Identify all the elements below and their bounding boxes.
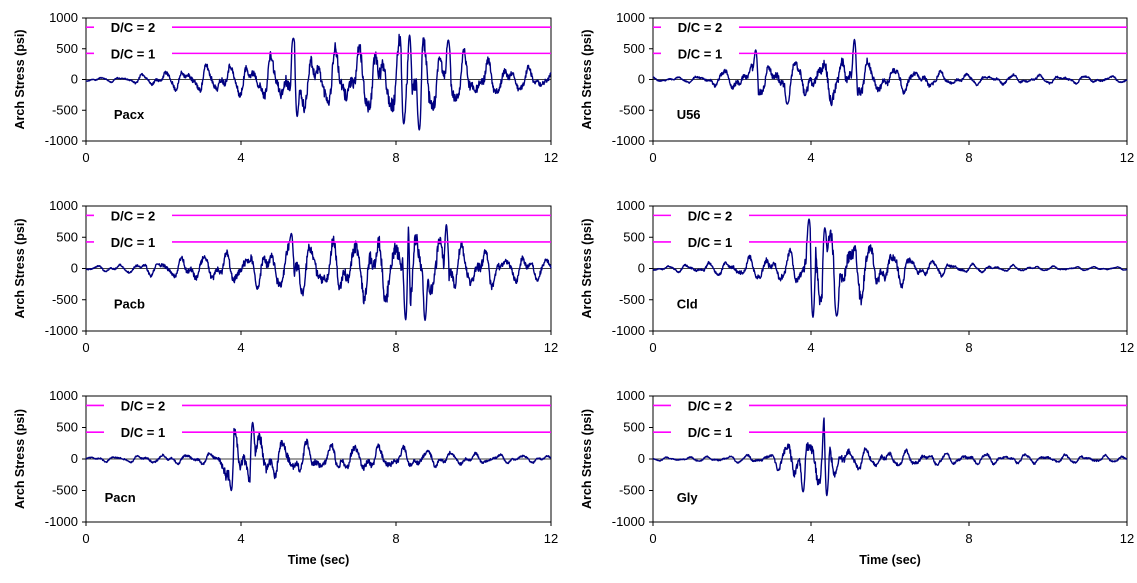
y-tick-label: 0 (71, 261, 78, 276)
dc-label: D/C = 2 (688, 398, 732, 413)
y-tick-label: 1000 (49, 198, 78, 213)
y-tick-label: -1000 (612, 133, 645, 148)
y-axis-label: Arch Stress (psi) (580, 409, 594, 509)
y-tick-label: -500 (52, 483, 78, 498)
panel-label: Cld (677, 297, 698, 312)
series-line (85, 421, 552, 492)
y-tick-label: 1000 (49, 388, 78, 403)
dc-label: D/C = 2 (688, 208, 732, 223)
chart-panel-u56: -1000 -500 0 500 1000 0 4 8 12 Arch Stress (psi) D… (580, 10, 1134, 165)
y-tick-label: 500 (56, 41, 78, 56)
chart-panel-pacx: -1000 -500 0 500 1000 0 4 8 12 Arch Stress (psi) D… (13, 10, 558, 165)
x-tick-label: 4 (807, 340, 814, 355)
y-tick-label: 500 (623, 420, 645, 435)
y-tick-label: 500 (623, 229, 645, 244)
x-tick-label: 0 (649, 531, 656, 546)
y-tick-label: -500 (619, 483, 645, 498)
panel-label: Pacb (114, 297, 145, 312)
y-tick-label: -1000 (45, 514, 78, 529)
dc-label: D/C = 1 (688, 425, 732, 440)
x-tick-label: 12 (1120, 150, 1134, 165)
panel-label: Pacx (114, 107, 145, 122)
chart-panel-pacn: -1000 -500 0 500 1000 0 4 8 12 Arch Stress (psi) T… (13, 388, 558, 567)
dc-label: D/C = 1 (678, 46, 722, 61)
chart-panel-gly: -1000 -500 0 500 1000 0 4 8 12 Arch Stress (psi) T… (580, 388, 1134, 567)
series-line (652, 218, 1128, 318)
y-tick-label: 0 (638, 261, 645, 276)
x-axis-label: Time (sec) (859, 553, 921, 567)
dc-label: D/C = 1 (111, 235, 155, 250)
panel-label: Pacn (105, 490, 136, 505)
x-tick-label: 0 (649, 340, 656, 355)
y-tick-label: 0 (638, 451, 645, 466)
x-tick-label: 8 (965, 150, 972, 165)
panel-label: Gly (677, 490, 699, 505)
y-tick-label: -500 (52, 102, 78, 117)
x-tick-label: 8 (965, 340, 972, 355)
x-tick-label: 12 (1120, 531, 1134, 546)
y-tick-label: -1000 (612, 514, 645, 529)
x-tick-label: 8 (965, 531, 972, 546)
y-tick-label: 0 (638, 72, 645, 87)
series-line (652, 38, 1128, 107)
dc-label: D/C = 2 (111, 20, 155, 35)
chart-panel-pacb: -1000 -500 0 500 1000 0 4 8 12 Arch Stress (psi) D… (13, 198, 558, 355)
dc-label: D/C = 2 (678, 20, 722, 35)
dc-label: D/C = 1 (111, 46, 155, 61)
x-tick-label: 12 (1120, 340, 1134, 355)
x-axis-label: Time (sec) (288, 553, 350, 567)
x-tick-label: 8 (392, 340, 399, 355)
y-axis-label: Arch Stress (psi) (13, 218, 27, 318)
y-tick-label: 500 (56, 420, 78, 435)
y-tick-label: 500 (623, 41, 645, 56)
y-tick-label: -500 (619, 292, 645, 307)
x-tick-label: 8 (392, 150, 399, 165)
y-axis-label: Arch Stress (psi) (580, 218, 594, 318)
y-tick-label: 1000 (49, 10, 78, 25)
y-tick-label: 0 (71, 451, 78, 466)
panel-label: U56 (677, 107, 701, 122)
y-tick-label: 1000 (616, 198, 645, 213)
y-tick-label: -1000 (45, 323, 78, 338)
y-tick-label: 500 (56, 229, 78, 244)
x-tick-label: 12 (544, 340, 558, 355)
x-tick-label: 4 (237, 531, 244, 546)
dc-label: D/C = 2 (121, 398, 165, 413)
y-tick-label: -1000 (612, 323, 645, 338)
y-tick-label: 1000 (616, 10, 645, 25)
y-tick-label: -500 (619, 102, 645, 117)
dc-label: D/C = 1 (688, 235, 732, 250)
dc-label: D/C = 1 (121, 425, 165, 440)
x-tick-label: 4 (237, 340, 244, 355)
y-tick-label: 1000 (616, 388, 645, 403)
y-tick-label: 0 (71, 72, 78, 87)
x-tick-label: 4 (807, 531, 814, 546)
dc-label: D/C = 2 (111, 208, 155, 223)
series-line (652, 417, 1128, 497)
y-tick-label: -500 (52, 292, 78, 307)
y-axis-label: Arch Stress (psi) (580, 29, 594, 129)
x-tick-label: 8 (392, 531, 399, 546)
x-tick-label: 0 (82, 340, 89, 355)
x-tick-label: 0 (82, 150, 89, 165)
x-tick-label: 0 (649, 150, 656, 165)
x-tick-label: 12 (544, 150, 558, 165)
series-line (85, 33, 552, 131)
y-axis-label: Arch Stress (psi) (13, 29, 27, 129)
x-tick-label: 4 (807, 150, 814, 165)
x-tick-label: 12 (544, 531, 558, 546)
chart-panel-cld: -1000 -500 0 500 1000 0 4 8 12 Arch Stress (psi) D… (580, 198, 1134, 355)
x-tick-label: 0 (82, 531, 89, 546)
series-line (85, 224, 552, 322)
y-tick-label: -1000 (45, 133, 78, 148)
x-tick-label: 4 (237, 150, 244, 165)
y-axis-label: Arch Stress (psi) (13, 409, 27, 509)
